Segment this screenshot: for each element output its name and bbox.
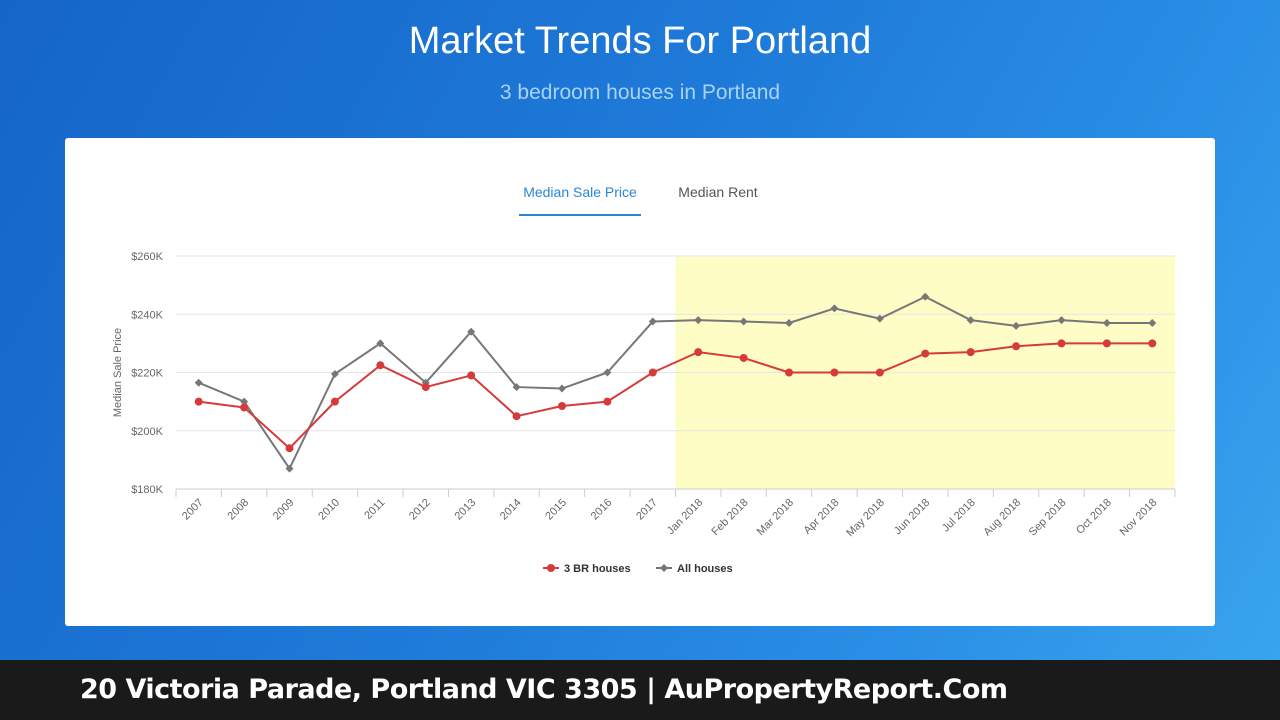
data-point-3br	[1012, 342, 1021, 351]
data-point-all	[285, 464, 294, 473]
data-point-all	[966, 316, 975, 325]
series-line-3br	[198, 342, 1153, 450]
line-chart: $180K $200K $220K $240K $260K Median Sale Pri…	[112, 251, 1176, 575]
x-tick-label: 2013	[452, 497, 478, 523]
x-tick-label: 2012	[407, 497, 433, 523]
tab-median-sale-price[interactable]: Median Sale Price	[519, 184, 641, 216]
data-point-all	[467, 327, 476, 336]
x-tick-label: Oct 2018	[1074, 497, 1114, 537]
data-point-all	[739, 317, 748, 326]
data-point-all	[512, 383, 521, 392]
x-tick-label: Sep 2018	[1027, 497, 1069, 539]
footer-address: 20 Victoria Parade, Portland VIC 3305 | …	[80, 674, 1008, 705]
data-point-3br	[648, 368, 657, 377]
legend-marker-all	[660, 564, 668, 572]
y-tick-label: $260K	[131, 251, 163, 263]
data-point-3br	[830, 368, 839, 377]
x-tick-label: May 2018	[844, 497, 887, 540]
data-point-all	[921, 292, 930, 301]
y-axis-title: Median Sale Price	[112, 328, 124, 417]
data-point-3br	[785, 368, 794, 377]
page-title: Market Trends For Portland	[408, 20, 872, 62]
data-point-all	[1102, 318, 1111, 327]
data-point-3br	[330, 397, 339, 406]
legend-label-all: All houses	[677, 563, 733, 575]
data-point-all	[603, 368, 612, 377]
x-tick-label: 2014	[498, 497, 524, 523]
data-point-all	[330, 369, 339, 378]
x-tick-label: 2008	[225, 497, 251, 523]
data-point-all	[875, 314, 884, 323]
x-tick-label: 2010	[316, 497, 342, 523]
footer-bar: 20 Victoria Parade, Portland VIC 3305 | …	[0, 660, 1280, 720]
x-tick-label: 2016	[589, 497, 615, 523]
data-point-3br	[240, 403, 249, 412]
y-tick-label: $240K	[131, 309, 163, 321]
data-point-all	[1057, 316, 1066, 325]
legend-marker-3br	[547, 564, 555, 572]
data-point-3br	[467, 371, 476, 380]
data-point-3br	[376, 361, 385, 370]
legend-label-3br: 3 BR houses	[564, 563, 631, 575]
data-point-3br	[921, 349, 930, 358]
data-point-all	[376, 339, 385, 348]
x-tick-label: Apr 2018	[801, 497, 841, 537]
data-point-all	[785, 318, 794, 327]
data-point-3br	[603, 397, 612, 406]
x-tick-label: 2011	[362, 497, 387, 522]
tab-median-rent[interactable]: Median Rent	[678, 184, 758, 200]
x-tick-label: Jul 2018	[940, 497, 978, 535]
data-point-all	[648, 317, 657, 326]
x-tick-label: Nov 2018	[1118, 497, 1160, 539]
data-point-all	[1012, 321, 1021, 330]
data-point-3br	[875, 368, 884, 377]
data-point-3br	[1102, 339, 1111, 348]
data-point-3br	[1148, 339, 1157, 348]
y-tick-label: $200K	[131, 426, 163, 438]
series-line-all	[198, 295, 1153, 470]
x-tick-label: 2015	[543, 497, 569, 523]
x-tick-label: 2017	[634, 497, 660, 523]
x-tick-label: 2007	[180, 497, 206, 523]
data-point-all	[240, 397, 249, 406]
data-point-3br	[557, 401, 566, 410]
x-tick-label: Mar 2018	[755, 497, 796, 538]
data-point-3br	[194, 397, 203, 406]
data-point-3br	[966, 348, 975, 357]
page-subtitle: 3 bedroom houses in Portland	[499, 81, 781, 104]
data-point-3br	[739, 353, 748, 362]
data-point-all	[1148, 318, 1157, 327]
chart-tabs: Median Sale Price Median Rent	[65, 138, 1215, 218]
x-tick-label: Jun 2018	[892, 497, 932, 537]
data-point-3br	[1057, 339, 1066, 348]
y-tick-label: $180K	[131, 484, 163, 496]
data-point-3br	[512, 412, 521, 421]
x-tick-label: Feb 2018	[709, 497, 750, 538]
data-point-3br	[694, 348, 703, 357]
data-point-all	[194, 378, 203, 387]
x-tick-label: Jan 2018	[665, 497, 705, 537]
data-point-3br	[421, 383, 430, 392]
data-point-all	[694, 316, 703, 325]
data-point-3br	[285, 444, 294, 453]
y-tick-label: $220K	[131, 368, 163, 380]
data-point-all	[830, 304, 839, 313]
x-tick-label: 2009	[271, 497, 297, 523]
data-point-all	[557, 384, 566, 393]
chart-card: Median Sale Price Median Rent $180K $200K…	[65, 138, 1215, 626]
x-tick-label: Aug 2018	[981, 497, 1023, 539]
